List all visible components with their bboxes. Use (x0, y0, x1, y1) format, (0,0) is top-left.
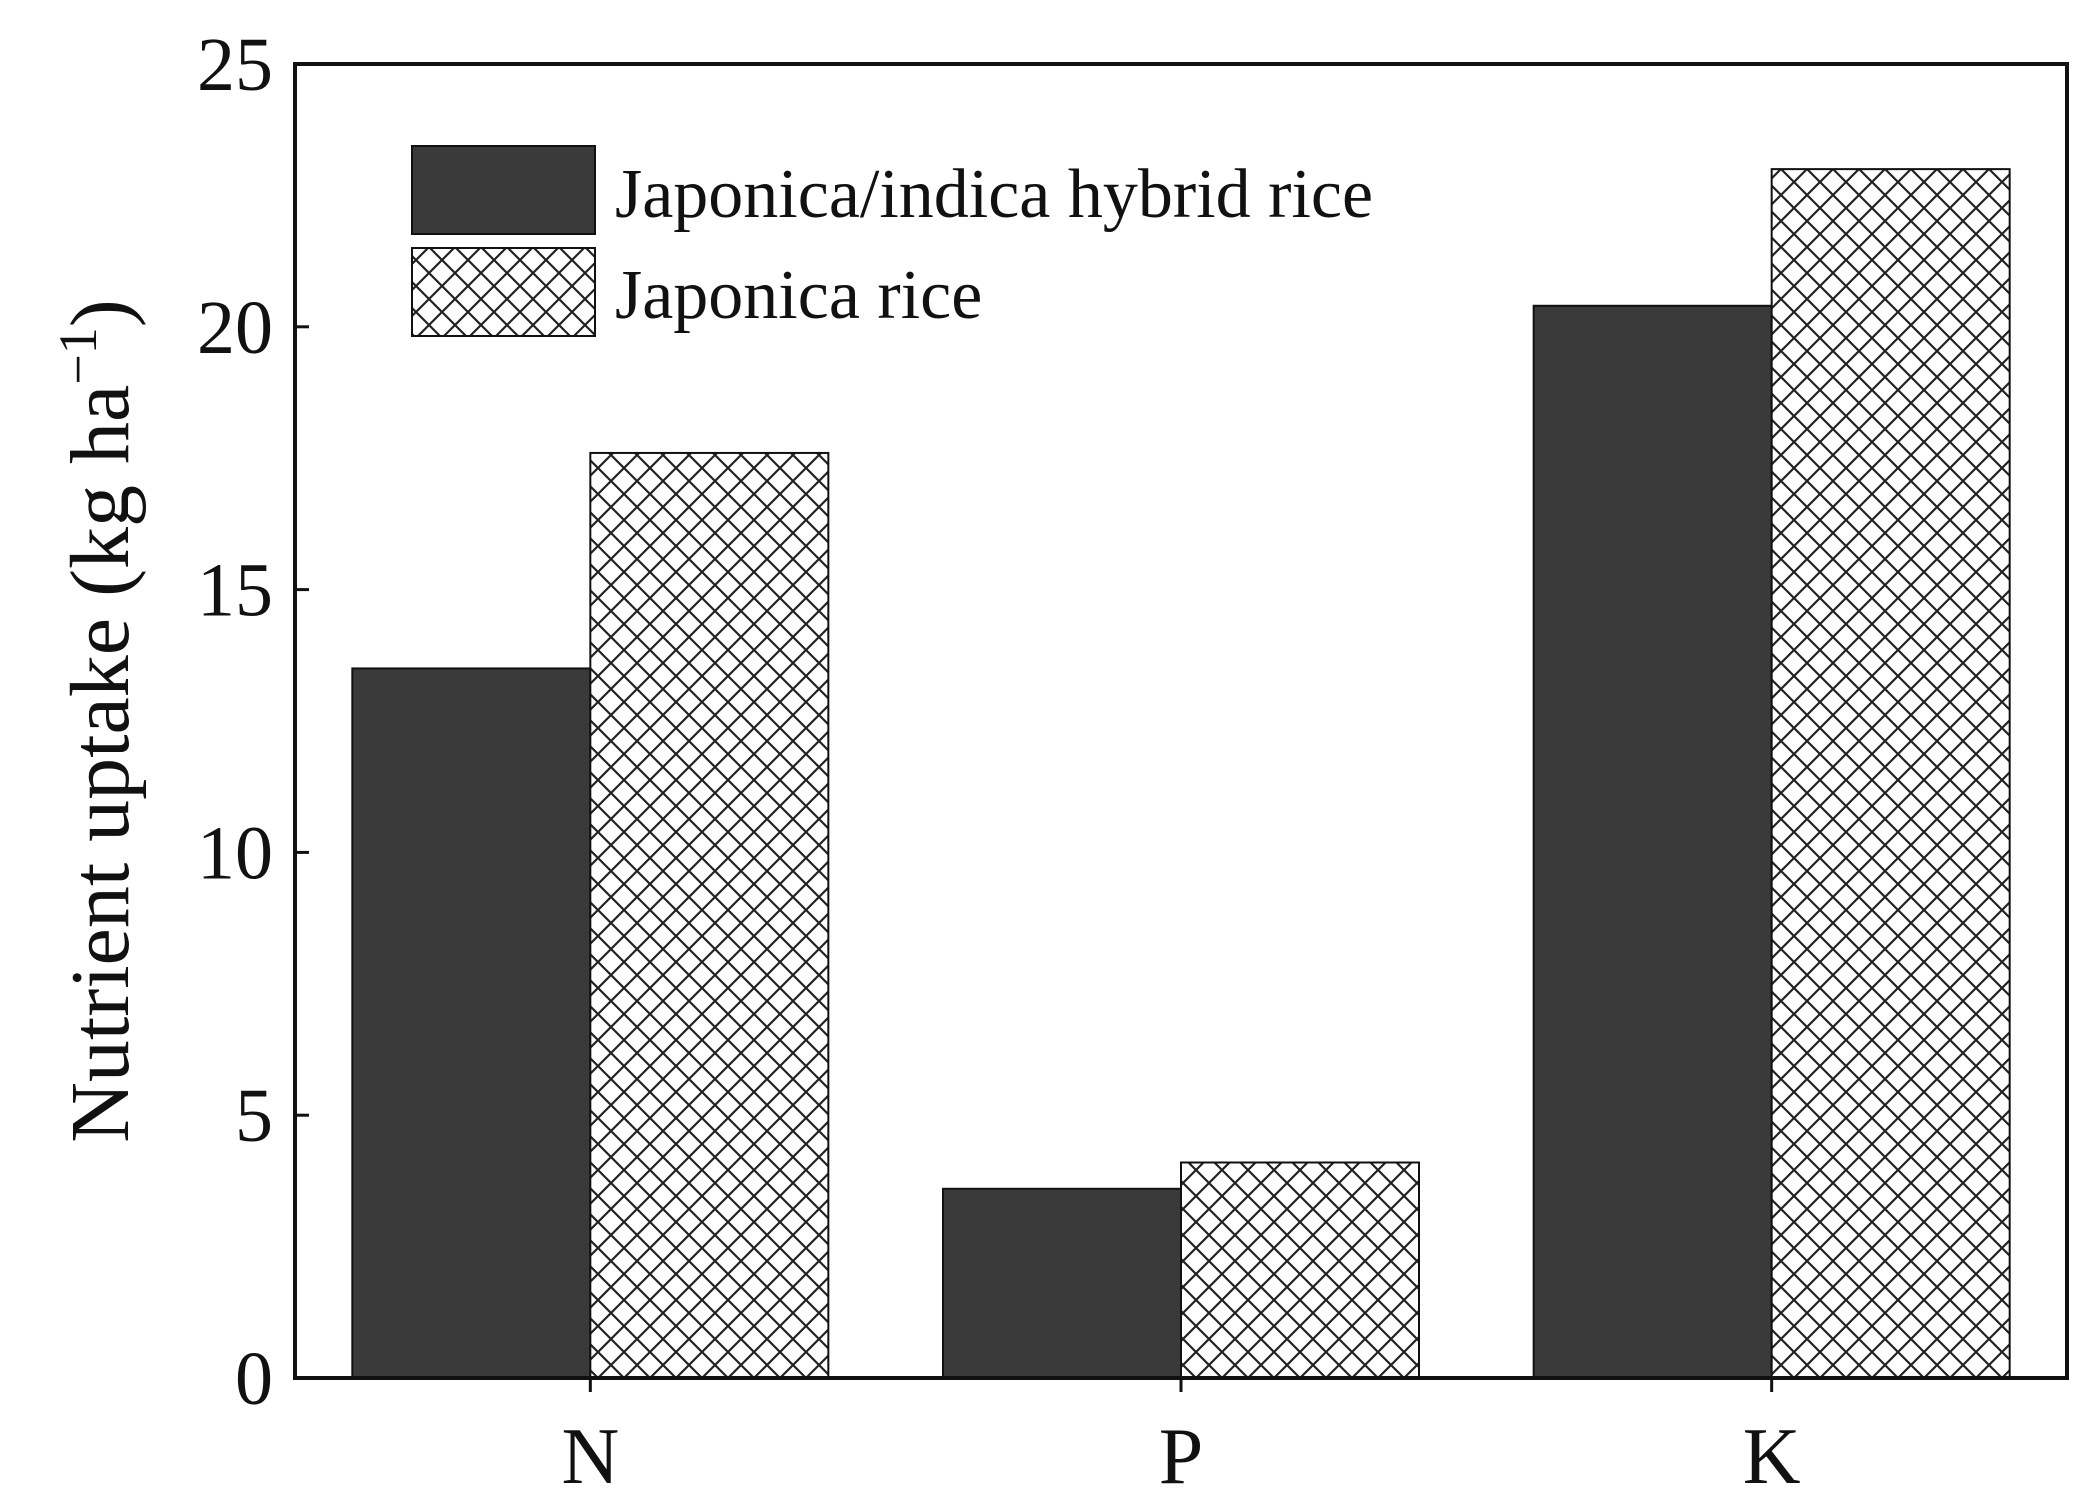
bar-n-series-0 (351, 667, 592, 1379)
y-tick-label: 0 (235, 1337, 273, 1421)
legend-swatch-hybrid (411, 145, 596, 235)
x-tick-label-n: N (561, 1413, 619, 1501)
x-tick-label-k: K (1743, 1413, 1801, 1501)
y-axis-label-exponent: −1 (48, 327, 108, 384)
bar-n-series-1 (589, 451, 830, 1380)
bar-p-series-0 (942, 1187, 1182, 1380)
bar-k-series-0 (1532, 304, 1773, 1379)
legend-swatch-japonica (411, 247, 596, 337)
y-tick-label: 10 (197, 811, 273, 895)
legend-label-hybrid: Japonica/indica hybrid rice (615, 156, 1373, 233)
legend-label-japonica: Japonica rice (615, 257, 982, 334)
y-axis-ticks: 0 5 10 15 20 25 (197, 23, 309, 1421)
bar-p-series-1 (1180, 1161, 1420, 1380)
y-axis-label-close: ) (54, 299, 147, 327)
y-tick-label: 5 (235, 1074, 273, 1158)
y-tick-label: 15 (197, 549, 273, 633)
x-tick-label-p: P (1159, 1413, 1204, 1501)
svg-text:Nutrient uptake (kg ha−1): Nutrient uptake (kg ha−1) (48, 299, 147, 1143)
bar-k-series-1 (1770, 168, 2011, 1379)
legend: Japonica/indica hybrid rice Japonica ric… (411, 145, 1373, 337)
y-tick-label: 20 (197, 286, 273, 370)
y-tick-label: 25 (197, 23, 273, 107)
bars-group (351, 168, 2011, 1380)
y-axis-label-text: Nutrient uptake (kg ha (54, 385, 147, 1143)
y-axis-label: Nutrient uptake (kg ha−1) (48, 299, 147, 1143)
